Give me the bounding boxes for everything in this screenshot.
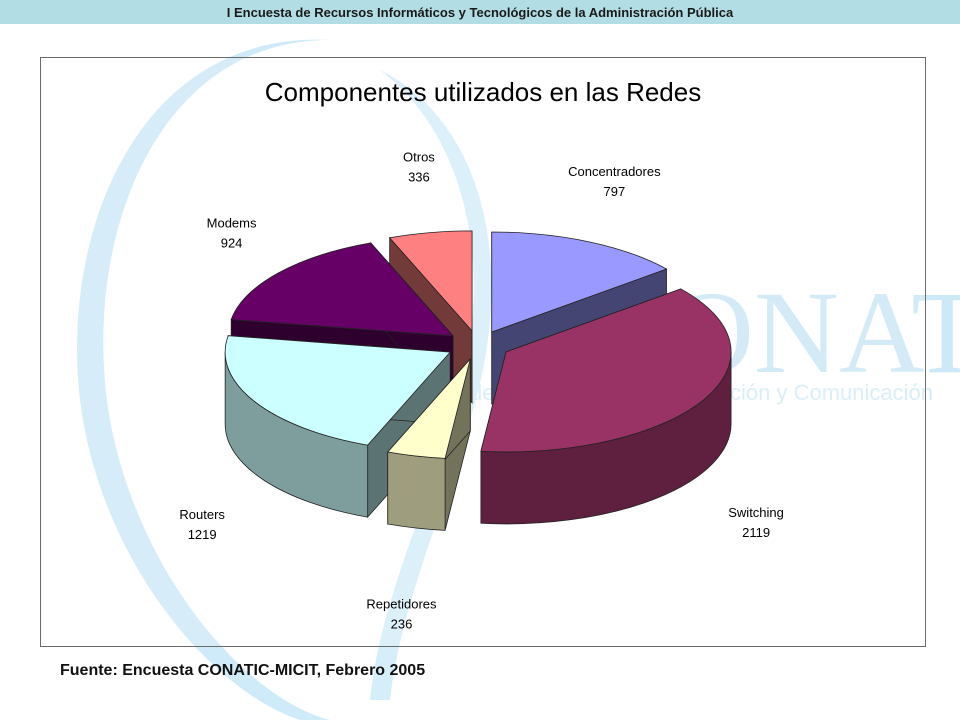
slice-top-face: [480, 288, 732, 453]
pie-slice-switching: [480, 288, 732, 525]
watermark-swoosh-outer: [77, 39, 330, 720]
slice-top-face: [224, 335, 451, 446]
slice-value-repetidores: 236: [391, 616, 413, 631]
pie-slice-repetidores: [386, 357, 471, 531]
slice-top-face: [386, 358, 471, 459]
label-group: Concentradores 797 Switching 2119 Repetidore…: [179, 149, 784, 631]
slice-label-otros: Otros: [403, 149, 435, 164]
slice-top-face: [230, 242, 455, 337]
watermark-tagline-right: ción y Comunicación: [730, 380, 933, 405]
slice-top-face: [491, 231, 668, 333]
slice-top-face: [388, 230, 473, 332]
chart-frame: [40, 57, 926, 647]
chart-title: Componentes utilizados en las Redes: [265, 77, 701, 107]
slice-value-modems: 924: [221, 235, 243, 250]
header-title: I Encuesta de Recursos Informáticos y Te…: [226, 4, 734, 20]
watermark-tagline-left: de: [470, 380, 494, 405]
source-note: Fuente: Encuesta CONATIC-MICIT, Febrero …: [60, 662, 426, 679]
slice-value-switching: 2119: [742, 525, 770, 540]
slice-label-switching: Switching: [728, 505, 784, 520]
slice-label-routers: Routers: [179, 507, 225, 522]
slice-value-otros: 336: [408, 169, 430, 184]
slice-value-concentradores: 797: [604, 184, 626, 199]
pie-group: [224, 230, 732, 531]
slice-label-concentradores: Concentradores: [568, 164, 661, 179]
slice-outer-wall: [387, 451, 446, 531]
header-bar: I Encuesta de Recursos Informáticos y Te…: [0, 0, 960, 24]
slice-label-repetidores: Repetidores: [366, 596, 437, 611]
slice-label-modems: Modems: [207, 215, 257, 230]
slice-value-routers: 1219: [188, 527, 217, 542]
